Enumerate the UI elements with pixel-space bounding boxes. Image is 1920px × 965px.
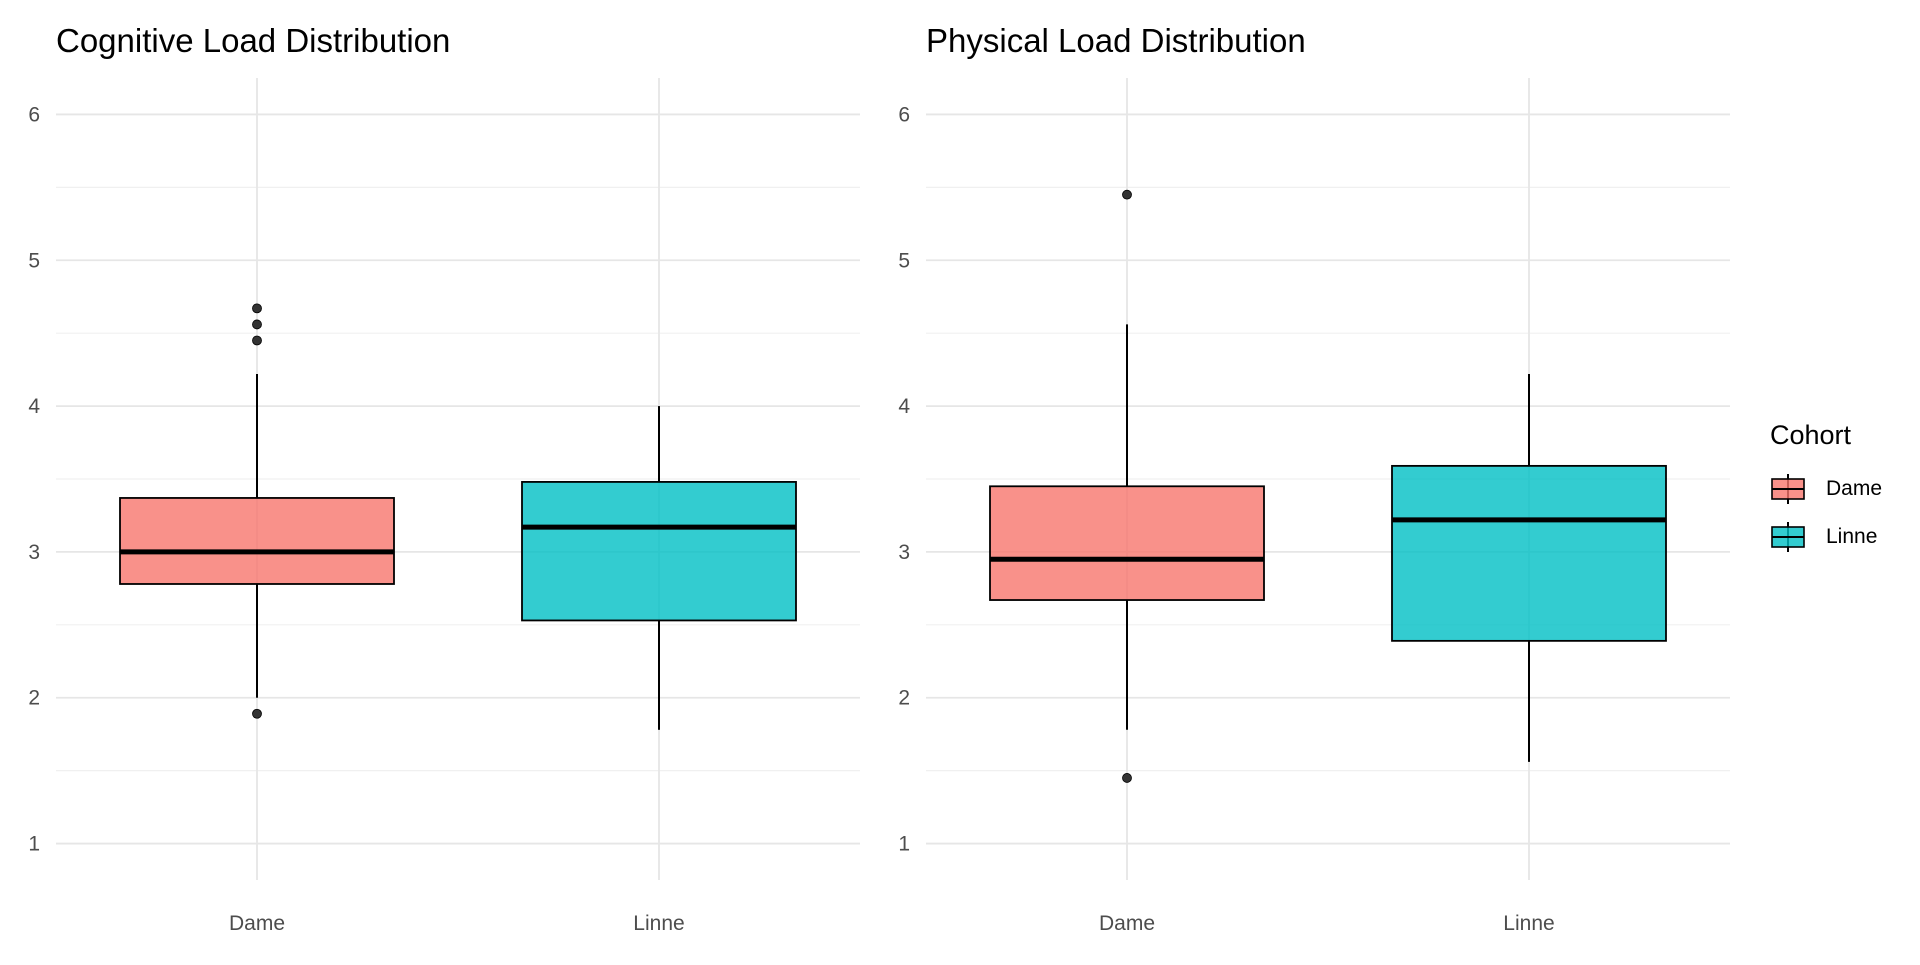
box-rect [1391,464,1667,642]
y-tick-label: 3 [898,541,910,564]
box-rect [119,497,395,585]
y-tick-label: 1 [28,833,40,856]
x-tick-label: Dame [229,912,285,935]
legend-key [1770,474,1806,504]
outlier-point [252,708,262,719]
legend: Cohort Dame Linne [1770,420,1882,561]
box-linne [1391,374,1667,762]
legend-item-dame: Dame [1770,465,1882,513]
y-tick-label: 6 [898,103,910,126]
legend-label: Linne [1826,525,1878,548]
chart-title: Physical Load Distribution [926,22,1306,59]
legend-title: Cohort [1770,420,1852,450]
box-rect [989,485,1265,601]
y-tick-label: 3 [28,541,40,564]
x-tick-label: Linne [633,912,684,935]
outlier-point [1122,773,1132,783]
chart-title: Cognitive Load Distribution [56,22,451,59]
box-linne [521,406,797,730]
outlier-point [252,303,262,314]
y-tick-label: 6 [28,103,40,126]
y-tick-label: 4 [898,395,910,418]
box-rect [521,481,797,622]
x-tick-label: Linne [1503,912,1554,935]
legend-key [1770,522,1806,552]
plot-area: 1 2 3 4 5 6 Dame Linne [898,78,1730,935]
y-axis: 1 2 3 4 5 6 [898,103,910,855]
y-axis: 1 2 3 4 5 6 [28,103,40,855]
y-tick-label: 2 [28,687,40,710]
outlier-point [252,335,262,346]
plot-area: 1 2 3 4 5 6 Dame Linne [28,78,860,935]
legend-glyph [1771,522,1805,552]
x-tick-label: Dame [1099,912,1155,935]
outlier-point [252,319,262,330]
x-axis: Dame Linne [1099,912,1555,935]
box-dame [989,189,1265,783]
y-tick-label: 5 [28,249,40,272]
legend-item-linne: Linne [1770,513,1882,561]
y-tick-label: 1 [898,833,910,856]
y-tick-label: 4 [28,395,40,418]
outlier-point [1122,189,1132,200]
legend-glyph [1771,474,1805,504]
chart-panel-physical: Physical Load Distribution 1 2 3 4 5 6 Dame Lin… [870,0,1750,960]
x-axis: Dame Linne [229,912,685,935]
grid [56,78,860,880]
y-tick-label: 2 [898,687,910,710]
chart-panel-cognitive: Cognitive Load Distribution 1 2 3 4 5 6 Dame Li… [0,0,870,960]
legend-label: Dame [1826,477,1883,500]
box-dame [119,303,395,719]
y-tick-label: 5 [898,249,910,272]
